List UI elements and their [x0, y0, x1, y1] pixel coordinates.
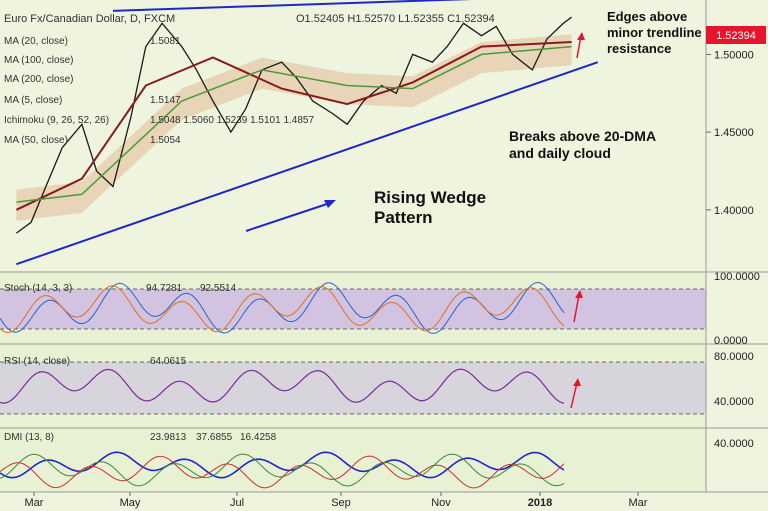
ichimoku-cloud — [16, 34, 572, 221]
overlay-legend: MA (20, close) 1.5081 MA (100, close) MA (2… — [4, 36, 314, 146]
price-tick-label: 1.50000 — [714, 49, 754, 61]
dmi-plus-line — [0, 453, 565, 487]
ohlc-readout: O1.52405 H1.52570 L1.52355 C1.52394 — [296, 13, 495, 25]
overlay-label: MA (5, close) — [4, 95, 62, 106]
series-1-line — [15, 41, 572, 211]
time-tick-label: Nov — [431, 497, 451, 509]
dmi-value-minus: 16.4258 — [240, 432, 277, 443]
rsi-tick-label: 80.0000 — [714, 351, 754, 363]
rsi-line — [0, 368, 565, 404]
overlay-label: MA (200, close) — [4, 74, 73, 85]
price-axis: 1.50000 1.45000 1.40000 — [706, 49, 754, 217]
overlay-value: 1.5081 — [150, 36, 181, 47]
price-tick-label: 1.40000 — [714, 205, 754, 217]
stoch-label: Stoch (14, 3, 3) — [4, 283, 72, 294]
last-price-badge: 1.52394 — [706, 26, 766, 44]
annotation-wedge: Rising Wedge Pattern — [374, 188, 491, 227]
rsi-value: 64.0615 — [150, 356, 187, 367]
stoch-k-line — [0, 282, 565, 334]
series-2-line — [16, 45, 572, 203]
overlay-label: MA (100, close) — [4, 55, 73, 66]
time-tick-label: Mar — [629, 497, 648, 509]
annotation-edges: Edges above minor trendline resistance — [607, 9, 705, 56]
time-tick-label: Sep — [331, 497, 351, 509]
overlay-value: 1.5054 — [150, 135, 181, 146]
up-arrow-rsi — [570, 378, 581, 409]
time-tick-label: Mar — [25, 497, 44, 509]
stoch-d-line — [0, 285, 565, 334]
time-tick-label: May — [120, 497, 141, 509]
rsi-label: RSI (14, close) — [4, 356, 70, 367]
upper-trendline — [112, 0, 473, 12]
overlay-label: MA (50, close) — [4, 135, 68, 146]
time-axis: Mar May Jul Sep Nov 2018 Mar — [25, 492, 648, 509]
overlay-label: MA (20, close) — [4, 36, 68, 47]
annotation-breaks: Breaks above 20-DMA and daily cloud — [509, 128, 659, 161]
rsi-tick-label: 40.0000 — [714, 396, 754, 408]
lower-trendline — [16, 61, 599, 266]
svg-text:1.52394: 1.52394 — [716, 30, 756, 42]
up-arrow-stoch — [573, 290, 583, 323]
dmi-adx-line — [0, 451, 565, 479]
stoch-d-value: 92.5514 — [200, 283, 237, 294]
dmi-value-adx: 23.9813 — [150, 432, 187, 443]
dmi-tick-label: 40.0000 — [714, 438, 754, 450]
rsi-band — [0, 362, 706, 414]
dmi-axis: 40.0000 — [714, 438, 754, 450]
dmi-pane — [0, 428, 706, 492]
rsi-axis: 80.0000 40.0000 — [714, 351, 754, 408]
stoch-tick-label: 100.0000 — [714, 271, 760, 283]
up-arrow-price — [576, 32, 585, 59]
dmi-minus-line — [0, 455, 565, 489]
dmi-label: DMI (13, 8) — [4, 432, 54, 443]
price-tick-label: 1.45000 — [714, 127, 754, 139]
time-tick-label: Jul — [230, 497, 244, 509]
dmi-value-plus: 37.6855 — [196, 432, 233, 443]
stoch-axis: 100.0000 0.0000 — [714, 271, 760, 347]
overlay-value: 1.5147 — [150, 95, 181, 106]
stoch-tick-label: 0.0000 — [714, 335, 748, 347]
overlay-value: 1.5048 1.5060 1.5239 1.5101 1.4857 — [150, 115, 314, 126]
symbol-title: Euro Fx/Canadian Dollar, D, FXCM — [4, 13, 175, 25]
trend-arrow-blue — [245, 200, 336, 232]
series-0-line — [16, 16, 572, 234]
overlay-label: Ichimoku (9, 26, 52, 26) — [4, 115, 109, 126]
time-tick-label: 2018 — [528, 497, 552, 509]
stoch-k-value: 94.7281 — [146, 283, 183, 294]
